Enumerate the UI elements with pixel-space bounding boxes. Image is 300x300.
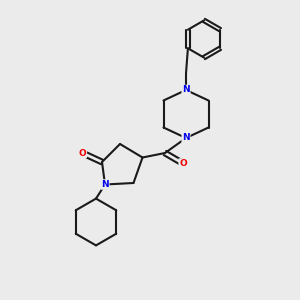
Text: N: N <box>182 85 190 94</box>
Text: N: N <box>101 180 109 189</box>
Text: O: O <box>179 159 187 168</box>
Text: O: O <box>79 148 86 158</box>
Text: N: N <box>182 134 190 142</box>
